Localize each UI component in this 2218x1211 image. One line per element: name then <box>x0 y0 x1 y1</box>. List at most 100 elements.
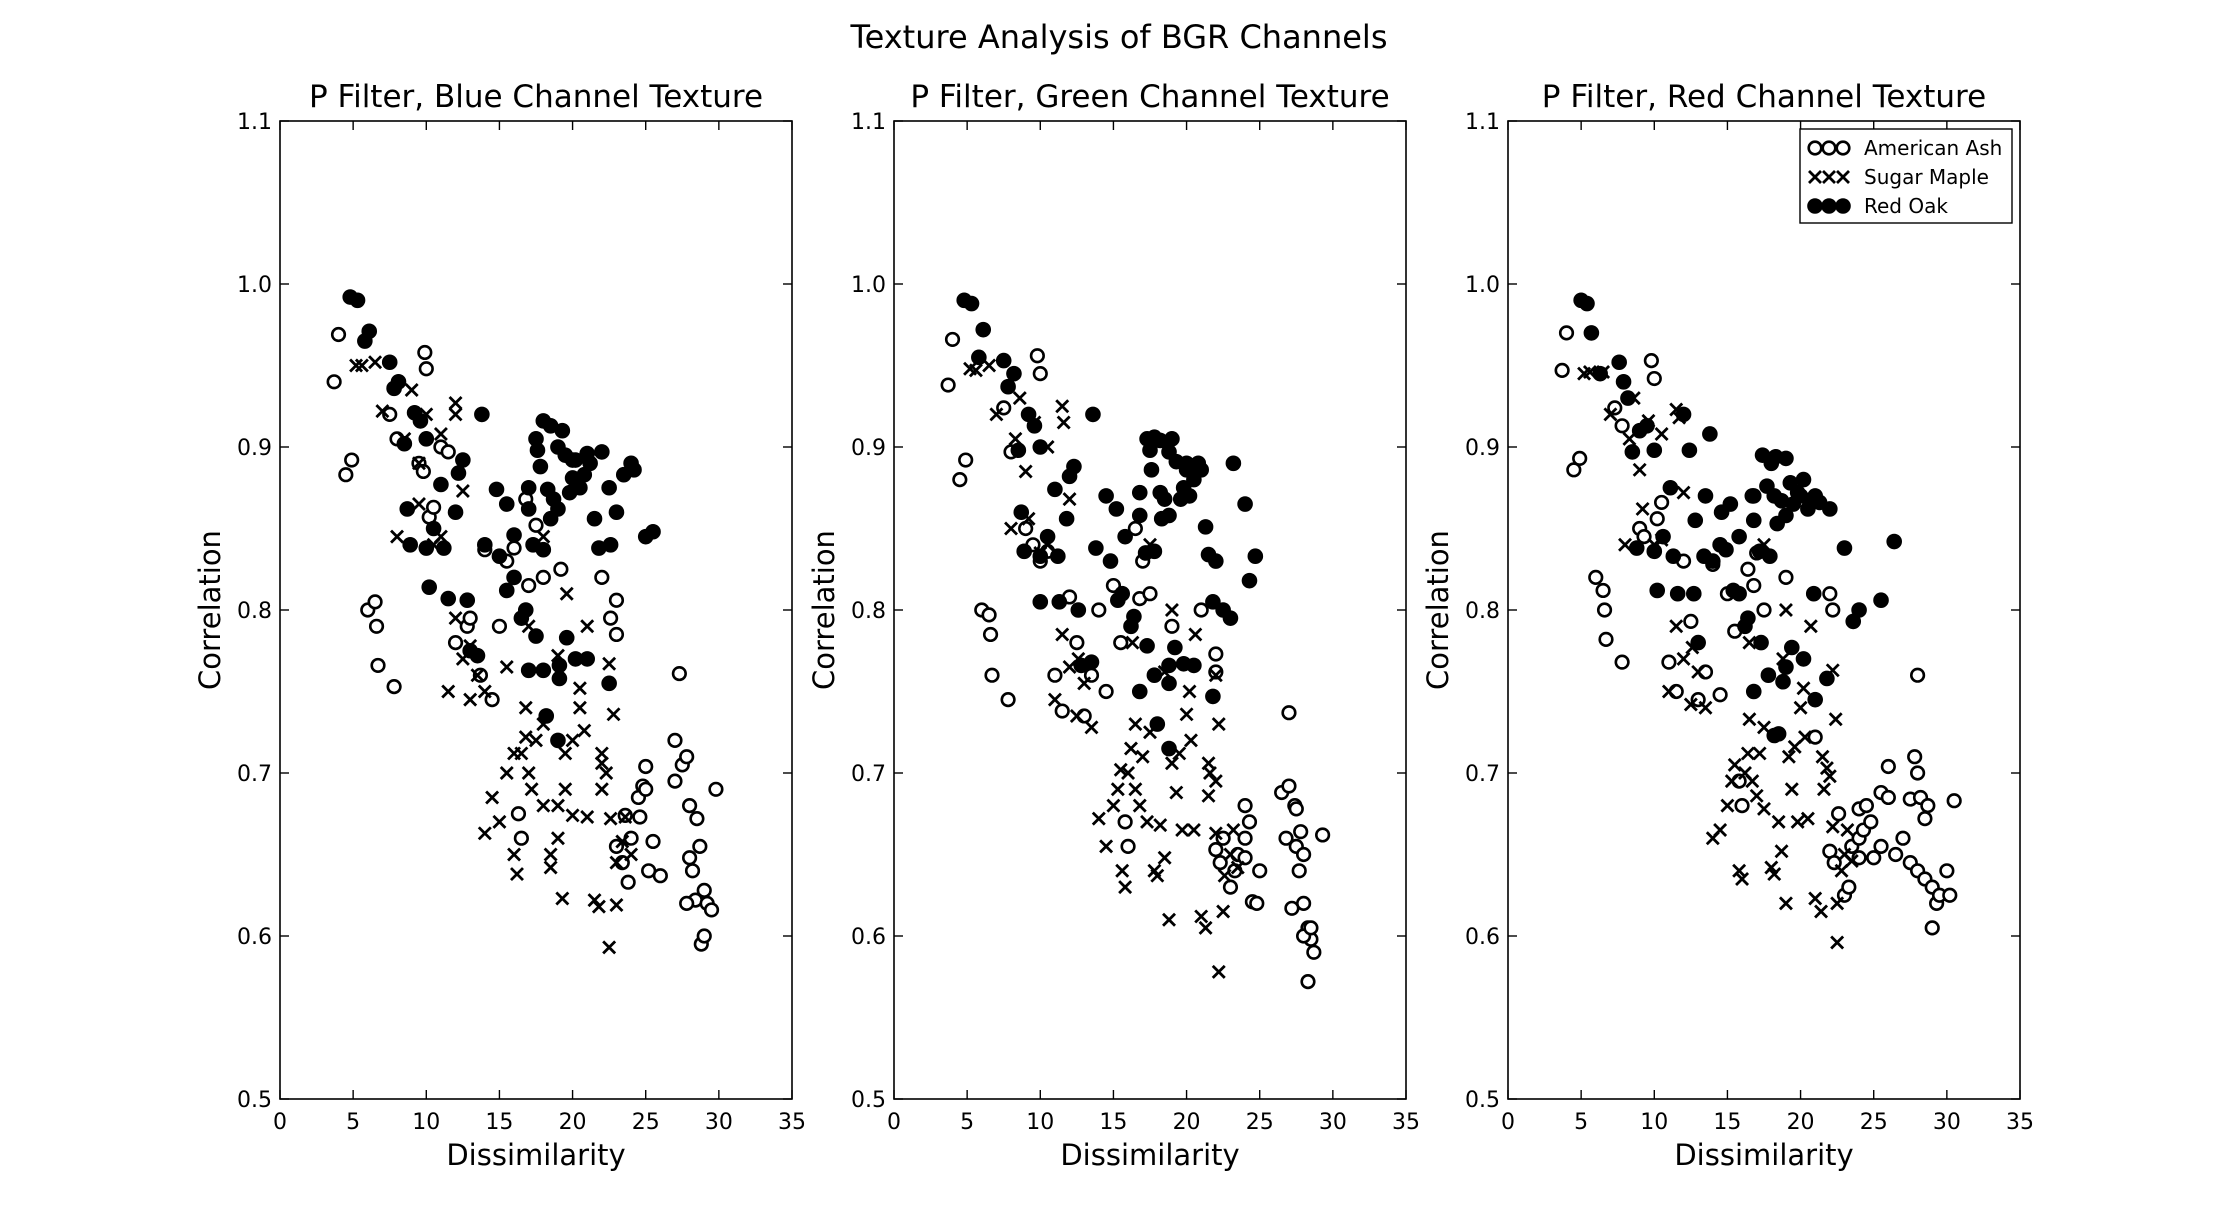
data-point <box>1252 863 1268 879</box>
data-point <box>1620 390 1636 406</box>
y-tick-label: 0.9 <box>851 436 886 461</box>
data-point <box>1194 909 1209 924</box>
data-point <box>499 660 514 675</box>
data-point <box>1669 619 1684 634</box>
data-point <box>1010 442 1027 459</box>
data-point <box>535 541 552 558</box>
data-point <box>599 766 614 780</box>
legend-marker <box>1807 140 1823 156</box>
data-point <box>1830 896 1845 911</box>
data-point <box>470 668 485 683</box>
data-point <box>1131 507 1148 524</box>
data-point <box>645 523 661 540</box>
data-point <box>1047 692 1062 707</box>
y-tick-label: 0.7 <box>237 762 272 787</box>
data-point <box>1216 904 1231 919</box>
data-point <box>1006 365 1022 382</box>
data-point <box>1554 362 1570 378</box>
data-point <box>1110 782 1125 797</box>
data-point <box>1662 479 1679 496</box>
data-point <box>555 891 570 906</box>
data-point <box>1230 860 1245 875</box>
x-tick-label: 20 <box>1173 1110 1201 1135</box>
data-point <box>535 662 552 679</box>
data-point <box>1069 708 1084 723</box>
data-point <box>1225 455 1242 472</box>
data-point <box>1840 823 1855 838</box>
data-point <box>1702 426 1718 442</box>
data-point <box>390 374 407 390</box>
data-point <box>608 626 625 643</box>
data-point <box>1167 639 1183 656</box>
data-point <box>426 499 442 515</box>
data-point <box>1828 712 1843 727</box>
y-tick-label: 0.6 <box>237 925 272 950</box>
data-point <box>1649 582 1666 599</box>
data-point <box>1844 854 1859 869</box>
data-point <box>679 895 695 912</box>
data-point <box>1814 904 1829 919</box>
data-point <box>1795 651 1812 667</box>
data-point <box>1208 826 1223 841</box>
data-point <box>1639 418 1655 434</box>
y-tick-label: 0.5 <box>851 1088 886 1113</box>
data-point <box>1128 782 1143 797</box>
data-point <box>551 670 568 687</box>
data-point <box>587 893 602 908</box>
y-tick-label: 1.1 <box>1465 110 1500 135</box>
data-point <box>1649 511 1665 527</box>
data-point <box>1807 729 1823 745</box>
data-point <box>1077 676 1092 691</box>
data-point <box>1004 521 1019 536</box>
data-point <box>1106 798 1121 813</box>
data-point <box>1198 920 1213 935</box>
y-tick-label: 0.6 <box>851 925 886 950</box>
data-point <box>1592 365 1608 382</box>
data-point <box>1222 610 1239 626</box>
data-point <box>609 898 624 913</box>
data-point <box>1770 726 1787 742</box>
data-point <box>469 647 486 664</box>
data-point <box>441 684 456 699</box>
data-point <box>1607 400 1623 416</box>
data-point <box>1115 863 1130 878</box>
data-point <box>1149 716 1166 732</box>
data-point <box>361 323 378 340</box>
data-point <box>1153 818 1168 833</box>
data-point <box>1125 635 1140 650</box>
data-point <box>448 611 463 626</box>
y-tick-label: 0.9 <box>1465 436 1500 461</box>
y-tick-label: 0.8 <box>237 599 272 624</box>
data-point <box>1047 481 1063 498</box>
data-point <box>520 501 537 517</box>
data-point <box>1939 863 1955 879</box>
data-point <box>1665 548 1682 565</box>
data-point <box>1032 548 1049 565</box>
data-point <box>368 355 383 370</box>
legend-marker <box>1835 198 1851 214</box>
data-point <box>1771 814 1786 829</box>
data-point <box>488 481 505 498</box>
data-point <box>1249 895 1265 912</box>
data-point <box>1720 798 1735 813</box>
data-point <box>399 501 416 517</box>
data-point <box>1113 634 1129 651</box>
x-tick-label: 30 <box>1319 1110 1347 1135</box>
data-point <box>326 374 342 390</box>
data-point <box>1819 761 1834 776</box>
data-point <box>1698 700 1713 715</box>
y-tick-label: 0.9 <box>237 436 272 461</box>
data-point <box>1615 374 1632 390</box>
data-point <box>1734 797 1750 814</box>
data-point <box>601 675 617 692</box>
data-point <box>1161 657 1177 674</box>
data-point <box>1796 681 1811 696</box>
data-point <box>535 569 551 586</box>
data-point <box>594 782 609 797</box>
series-x <box>1577 365 1859 950</box>
data-point <box>390 529 405 544</box>
data-point <box>1746 577 1762 594</box>
legend-marker <box>1836 170 1850 184</box>
data-point <box>1661 684 1676 699</box>
data-point <box>679 749 695 765</box>
